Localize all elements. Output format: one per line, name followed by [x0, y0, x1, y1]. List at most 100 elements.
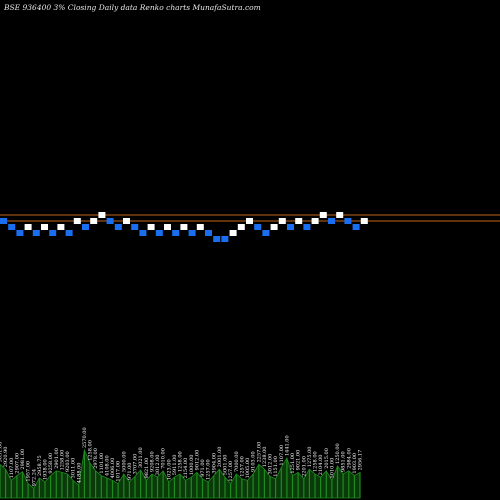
volume-label: 7000.00: [234, 451, 240, 472]
renko-brick-up: [24, 224, 32, 230]
volume-label: 3904.00: [211, 453, 217, 474]
volume-label: 1251.00: [290, 453, 296, 474]
renko-brick-down: [262, 230, 270, 236]
volume-label: 2958.75: [37, 455, 43, 476]
renko-brick-up: [164, 224, 171, 230]
volume-label: 2978.00: [93, 448, 99, 469]
renko-brick-down: [32, 230, 40, 236]
renko-brick-down: [303, 224, 311, 230]
volume-label: 1257.00: [228, 461, 234, 482]
volume-label: 1938.00: [43, 459, 49, 480]
renko-brick-up: [311, 218, 319, 224]
volume-label: 1023.00: [166, 459, 172, 480]
volume-label: 2907.00: [14, 453, 20, 474]
volume-label: 1257.00: [206, 459, 212, 480]
renko-brick-down: [106, 218, 114, 224]
renko-brick-down: [65, 230, 73, 236]
volume-label: 972.24: [31, 469, 37, 487]
volume-label: 9021.00: [296, 450, 302, 471]
volume-label: 2570.00: [82, 427, 88, 448]
renko-brick-up: [295, 218, 303, 224]
renko-brick-up: [90, 218, 98, 224]
volume-label: 1017.00: [116, 461, 122, 482]
renko-brick-down: [16, 230, 24, 236]
renko-brick-up: [180, 224, 188, 230]
renko-brick-down: [221, 236, 229, 242]
renko-brick-up: [41, 224, 48, 230]
volume-label: 2201.00: [301, 456, 307, 477]
volume-label: 4108.00: [104, 455, 110, 476]
volume-label: 9821.00: [144, 458, 150, 479]
volume-label: 1258.00: [313, 451, 319, 472]
renko-brick-up: [270, 224, 278, 230]
volume-label: 1000.00: [189, 455, 195, 476]
renko-brick-up: [229, 230, 237, 236]
volume-label: 5911.00: [172, 455, 178, 476]
volume-label: 3051.00: [0, 442, 4, 463]
volume-label: 9203.00: [65, 451, 71, 472]
volume-label: 7010.00: [161, 448, 167, 469]
volume-label: 5010.00: [329, 458, 335, 479]
volume-label: 4006.00: [110, 458, 116, 479]
renko-brick-down: [287, 224, 294, 230]
renko-brick-up: [123, 218, 130, 224]
volume-label: 1238.00: [262, 447, 268, 468]
volume-label: 1107.00: [279, 445, 285, 466]
volume-label: 1903.00: [352, 453, 358, 474]
volume-label: 3012.00: [155, 455, 161, 476]
volume-label: 2981.00: [20, 449, 26, 470]
renko-brick-down: [49, 230, 57, 236]
renko-brick-down: [213, 236, 221, 242]
volume-label: 9208.00: [149, 451, 155, 472]
volume-label: 4188.00: [76, 463, 82, 484]
renko-brick-up: [237, 224, 245, 230]
volume-label: 5001.00: [223, 455, 229, 476]
volume-label: 2001.00: [217, 447, 223, 468]
renko-brick-down: [352, 224, 360, 230]
renko-brick-up: [319, 212, 327, 218]
volume-label: 9851.00: [341, 451, 347, 472]
renko-brick-up: [246, 218, 253, 224]
renko-brick-up: [336, 212, 344, 218]
chart-title: BSE 936400 3% Closing Daily data Renko c…: [4, 3, 261, 12]
renko-brick-down: [0, 218, 7, 224]
volume-label: 1250.00: [335, 443, 341, 464]
volume-label: 1258.00: [178, 451, 184, 472]
volume-label: 1441.00: [284, 435, 290, 456]
volume-label: 1101.00: [99, 453, 105, 474]
volume-label: 2104.00: [318, 455, 324, 476]
renko-brick-down: [205, 230, 212, 236]
volume-label: 1151.00: [273, 456, 279, 477]
renko-brick-down: [155, 230, 163, 236]
volume-label: 2154.00: [183, 458, 189, 479]
volume-label: 2956.17: [358, 450, 364, 471]
renko-brick-down: [172, 230, 180, 236]
volume-label: 2015.00: [324, 448, 330, 469]
volume-label: 2901.00: [54, 448, 60, 469]
volume-label: 2984.00: [346, 448, 352, 469]
renko-brick-down: [114, 224, 122, 230]
volume-label: 3011.00: [71, 458, 77, 479]
volume-label: 2920.90: [3, 447, 9, 468]
volume-label: 1258.00: [59, 450, 65, 471]
volume-label: 5000.00: [121, 451, 127, 472]
volume-label: 1258.00: [88, 440, 94, 461]
volume-label: 9012.00: [194, 450, 200, 471]
volume-label: 1257.00: [239, 456, 245, 477]
renko-brick-down: [131, 224, 139, 230]
renko-brick-up: [147, 224, 155, 230]
renko-brick-up: [196, 224, 204, 230]
renko-brick-down: [139, 230, 147, 236]
renko-brick-down: [344, 218, 352, 224]
renko-brick-up: [360, 218, 368, 224]
renko-brick-down: [188, 230, 196, 236]
renko-brick-down: [328, 218, 335, 224]
renko-brick-up: [57, 224, 65, 230]
renko-brick-down: [82, 224, 89, 230]
volume-label: 3012.00: [268, 454, 274, 475]
volume-label: 3707.00: [133, 454, 139, 475]
renko-brick-down: [254, 224, 262, 230]
volume-label: 971.00: [127, 463, 133, 481]
